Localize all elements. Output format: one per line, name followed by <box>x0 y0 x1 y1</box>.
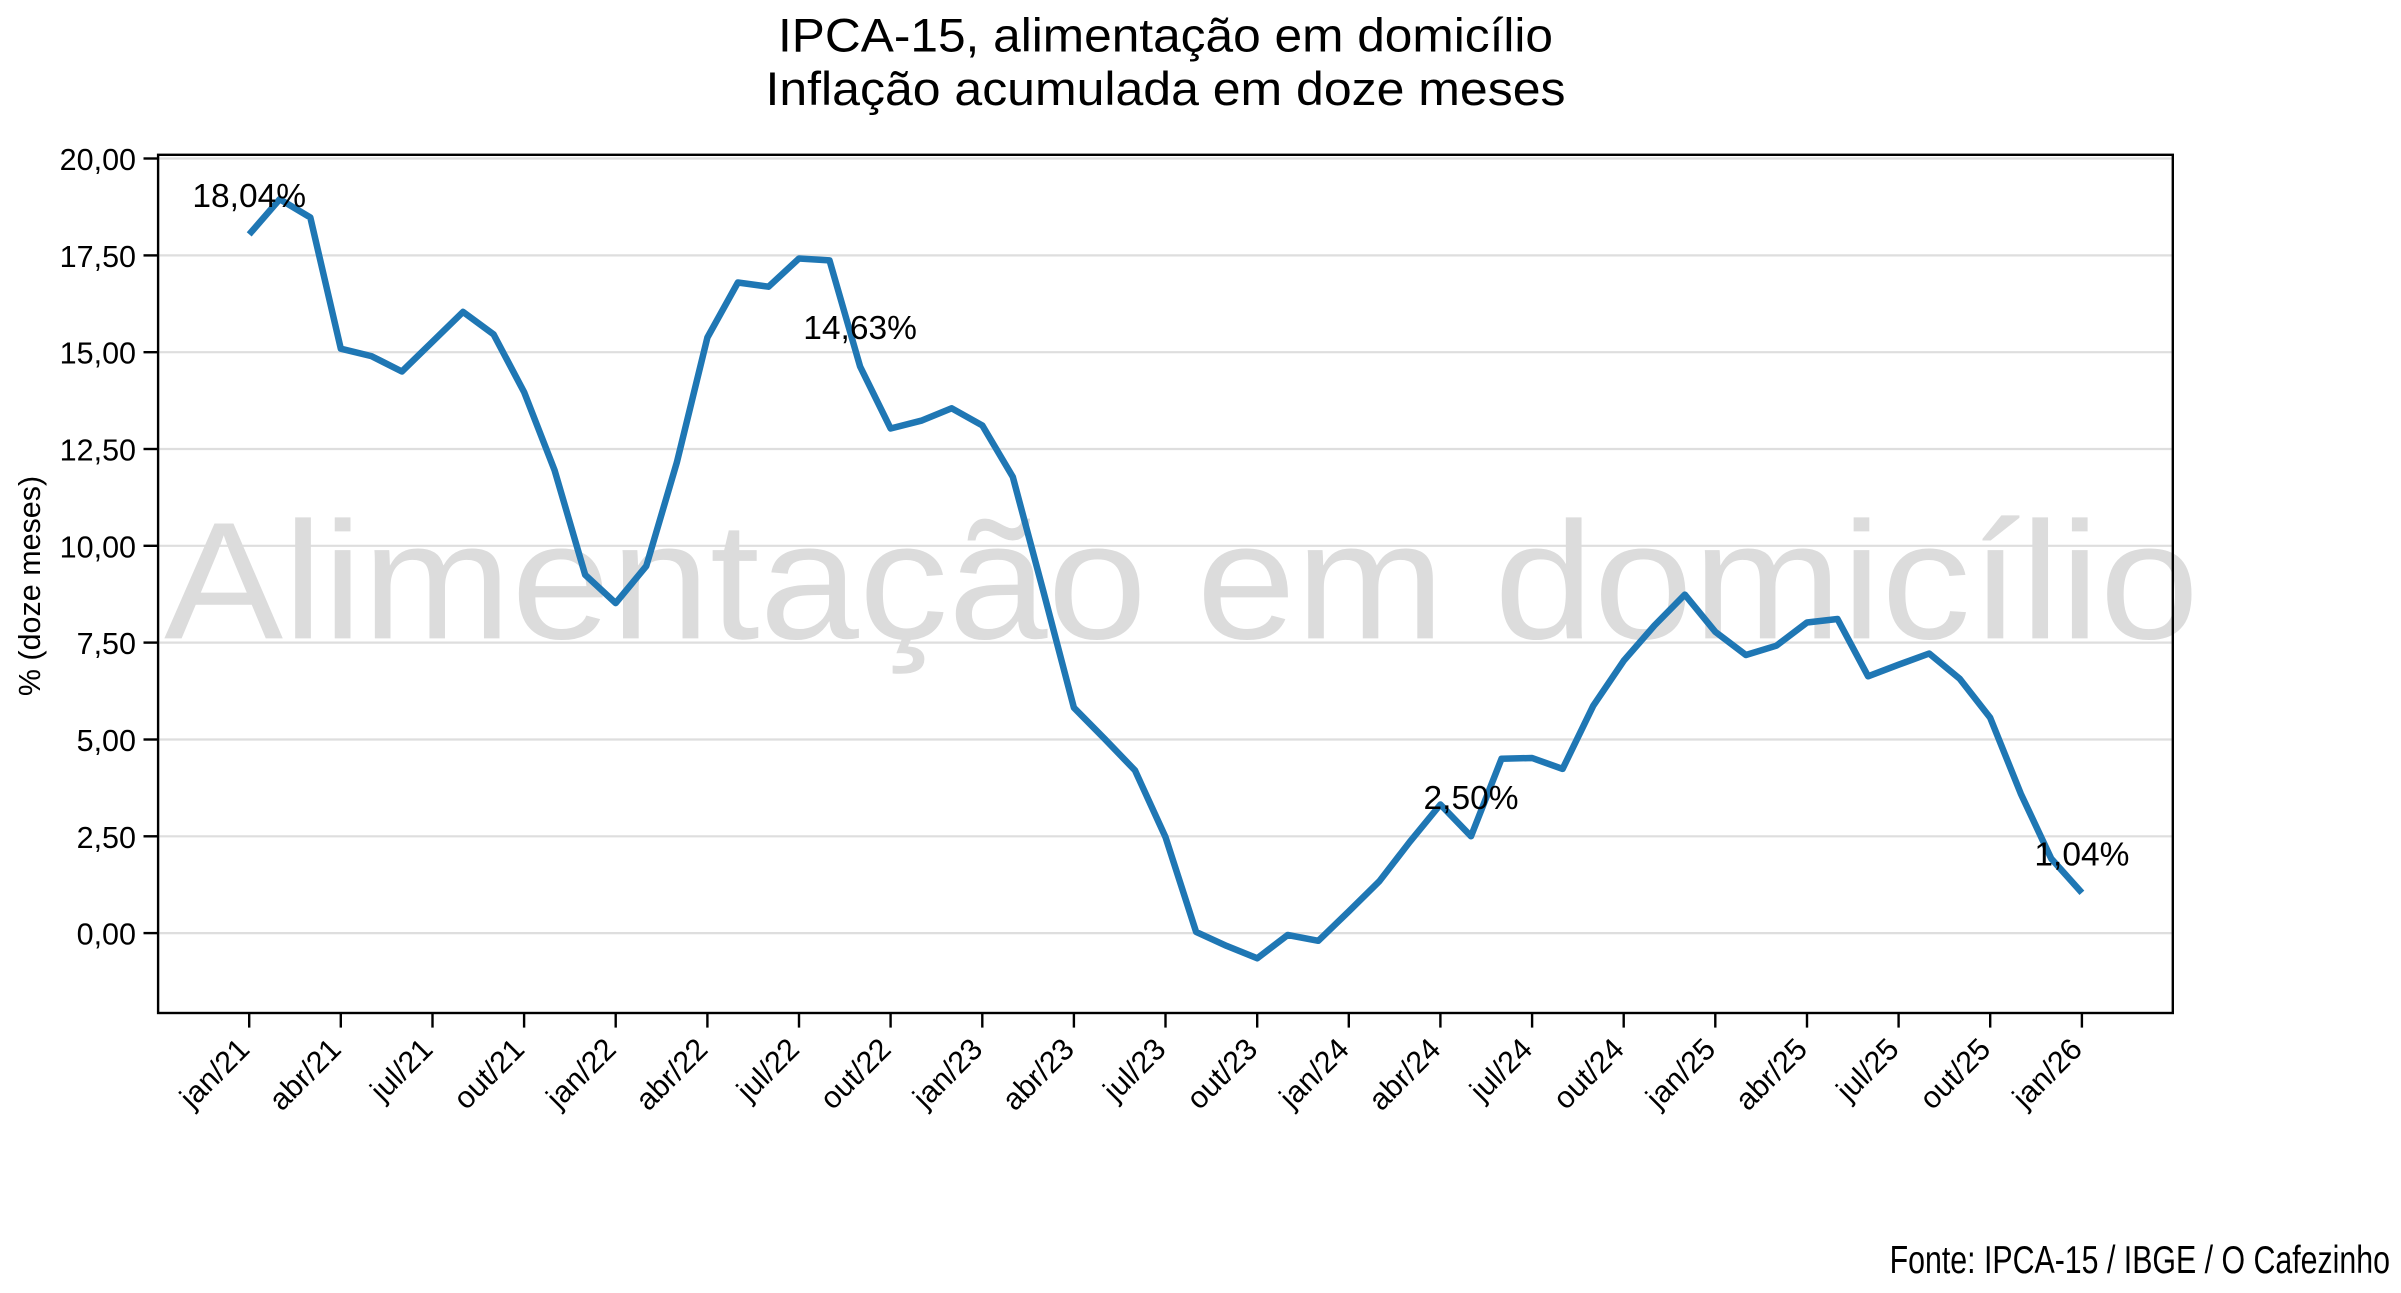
svg-text:2,50: 2,50 <box>77 821 136 855</box>
svg-text:Alimentação em domicílio: Alimentação em domicílio <box>164 488 2199 674</box>
svg-text:5,00: 5,00 <box>77 724 136 758</box>
svg-text:12,50: 12,50 <box>60 434 136 468</box>
svg-text:15,00: 15,00 <box>60 337 136 371</box>
svg-text:7,50: 7,50 <box>77 627 136 661</box>
svg-text:% (doze meses): % (doze meses) <box>13 476 47 696</box>
svg-text:Fonte: IPCA-15 / IBGE / O Cafe: Fonte: IPCA-15 / IBGE / O Cafezinho <box>1890 1239 2390 1282</box>
svg-text:0,00: 0,00 <box>77 918 136 952</box>
svg-text:20,00: 20,00 <box>60 143 136 177</box>
svg-text:14,63%: 14,63% <box>803 310 917 347</box>
svg-text:2,50%: 2,50% <box>1424 780 1519 817</box>
svg-text:17,50: 17,50 <box>60 240 136 274</box>
svg-text:IPCA-15, alimentação em domicí: IPCA-15, alimentação em domicílio <box>778 9 1553 62</box>
svg-text:18,04%: 18,04% <box>192 178 306 215</box>
svg-text:Inflação acumulada em doze mes: Inflação acumulada em doze meses <box>766 62 1566 115</box>
svg-text:1,04%: 1,04% <box>2034 836 2129 873</box>
svg-text:10,00: 10,00 <box>60 530 136 564</box>
